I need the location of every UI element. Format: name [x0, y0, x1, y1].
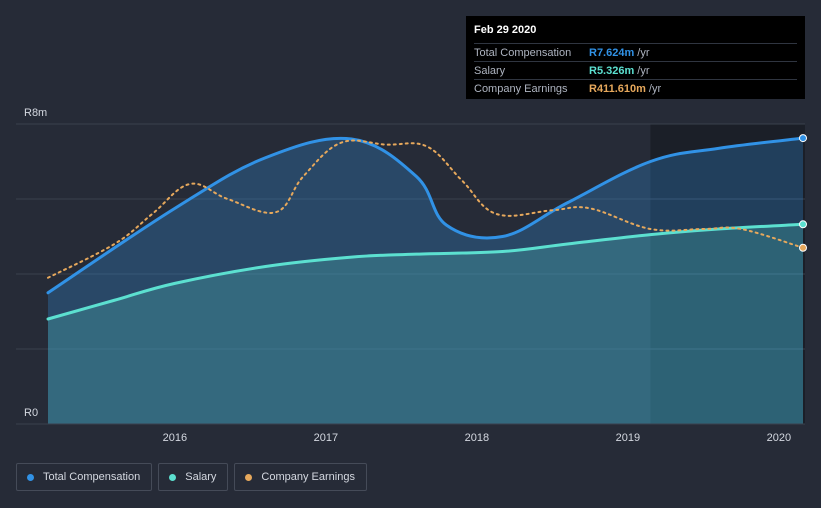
tooltip-row-total-compensation: Total Compensation R7.624m /yr: [474, 44, 797, 62]
tooltip-value: R411.610m: [589, 82, 646, 95]
line-total-compensation: [46, 136, 805, 295]
gridlines: [16, 123, 805, 350]
tooltip-row-company-earnings: Company Earnings R411.610m /yr: [474, 80, 797, 97]
legend-label: Salary: [185, 471, 217, 483]
legend: Total Compensation Salary Company Earnin…: [16, 463, 367, 491]
x-tick-label: 2017: [314, 432, 338, 444]
legend-item-total-compensation[interactable]: Total Compensation: [16, 463, 153, 491]
legend-label: Total Compensation: [43, 471, 141, 483]
tooltip-value: R7.624m: [589, 46, 635, 59]
tooltip-label: Total Compensation: [474, 46, 572, 59]
tooltip: Feb 29 2020 Total Compensation R7.624m /…: [466, 16, 805, 99]
endpoint-company-earnings: [799, 243, 807, 252]
x-tick-label: 2018: [465, 432, 489, 444]
legend-dot-icon: [27, 473, 34, 481]
tooltip-value: R5.326m: [589, 64, 635, 77]
legend-item-salary[interactable]: Salary: [158, 463, 229, 491]
y-tick-label-max: R8m: [24, 107, 47, 119]
area-total-compensation: [48, 138, 803, 424]
line-salary: [46, 222, 805, 321]
x-tick-label: 2019: [616, 432, 640, 444]
tooltip-label: Company Earnings: [474, 82, 568, 95]
legend-item-company-earnings[interactable]: Company Earnings: [234, 463, 367, 491]
tooltip-date: Feb 29 2020: [474, 24, 797, 44]
series-areas: [48, 138, 803, 424]
y-tick-label-min: R0: [24, 407, 38, 419]
tooltip-unit: /yr: [648, 82, 662, 95]
x-tick-labels: 2016 2017 2018 2019 2020: [163, 432, 791, 444]
endpoint-total-compensation: [799, 134, 807, 143]
area-salary: [48, 224, 803, 424]
tooltip-label: Salary: [474, 64, 506, 77]
legend-label: Company Earnings: [261, 471, 355, 483]
legend-dot-icon: [169, 473, 177, 481]
tooltip-unit: /yr: [637, 46, 650, 59]
series-lines: [46, 136, 805, 321]
legend-dot-icon: [245, 473, 253, 481]
tooltip-row-salary: Salary R5.326m /yr: [474, 62, 797, 80]
x-tick-label: 2020: [767, 432, 791, 444]
endpoint-salary: [799, 220, 807, 229]
x-tick-label: 2016: [163, 432, 187, 444]
tooltip-unit: /yr: [637, 64, 650, 77]
series-endpoints: [799, 134, 807, 252]
